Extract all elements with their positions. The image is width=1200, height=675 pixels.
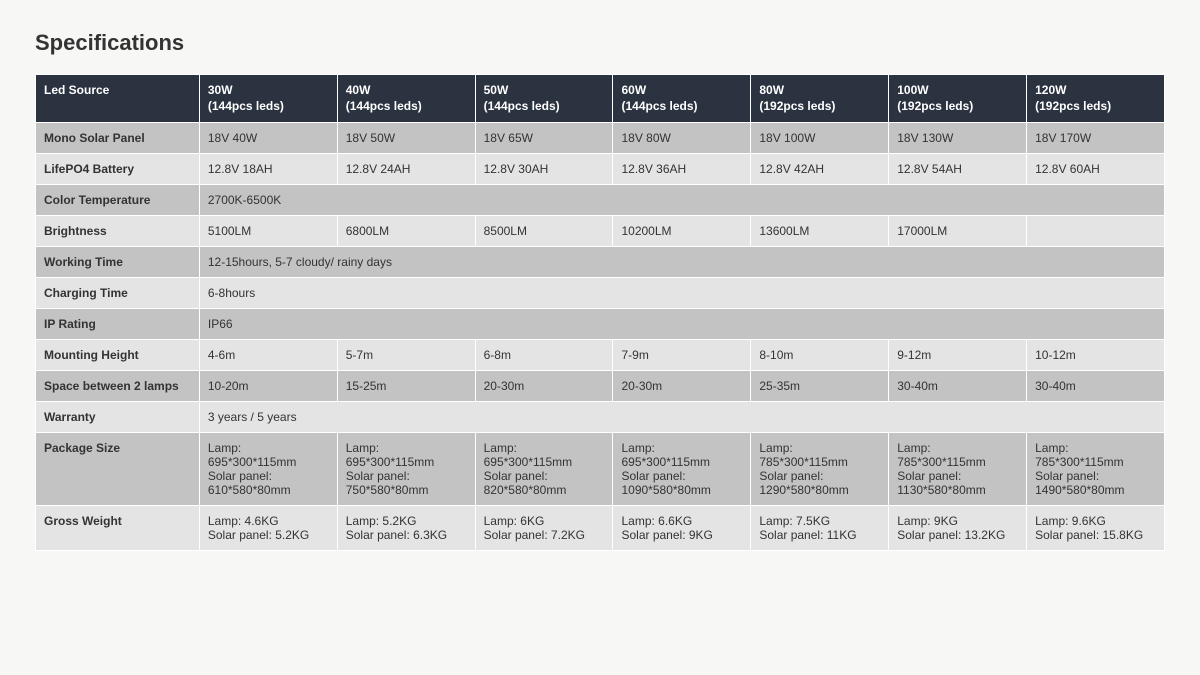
- row-cell: 5-7m: [337, 340, 475, 371]
- row-cell: 10-12m: [1027, 340, 1165, 371]
- row-cell: 17000LM: [889, 216, 1027, 247]
- header-col: 120W(192pcs leds): [1027, 75, 1165, 123]
- row-cell: Lamp: 695*300*115mmSolar panel: 610*580*…: [199, 433, 337, 506]
- row-cell: 6-8m: [475, 340, 613, 371]
- row-cell: 12.8V 18AH: [199, 154, 337, 185]
- row-cell: 4-6m: [199, 340, 337, 371]
- row-label: Warranty: [36, 402, 200, 433]
- header-col: 50W(144pcs leds): [475, 75, 613, 123]
- table-row: LifePO4 Battery12.8V 18AH12.8V 24AH12.8V…: [36, 154, 1165, 185]
- row-cell: 18V 65W: [475, 123, 613, 154]
- row-cell: Lamp: 785*300*115mmSolar panel: 1130*580…: [889, 433, 1027, 506]
- row-cell: Lamp: 6.6KGSolar panel: 9KG: [613, 506, 751, 551]
- header-col: 80W(192pcs leds): [751, 75, 889, 123]
- row-cell: 12.8V 42AH: [751, 154, 889, 185]
- row-cell: 12.8V 36AH: [613, 154, 751, 185]
- row-cell: 7-9m: [613, 340, 751, 371]
- row-cell: Lamp: 9KGSolar panel: 13.2KG: [889, 506, 1027, 551]
- row-cell: 5100LM: [199, 216, 337, 247]
- table-row: Warranty3 years / 5 years: [36, 402, 1165, 433]
- row-cell: 25-35m: [751, 371, 889, 402]
- row-merged-value: 2700K-6500K: [199, 185, 1164, 216]
- row-cell: Lamp: 785*300*115mmSolar panel: 1290*580…: [751, 433, 889, 506]
- row-cell: 10-20m: [199, 371, 337, 402]
- row-label: Brightness: [36, 216, 200, 247]
- row-cell: 12.8V 30AH: [475, 154, 613, 185]
- specifications-table: Led Source30W(144pcs leds)40W(144pcs led…: [35, 74, 1165, 551]
- table-row: Color Temperature2700K-6500K: [36, 185, 1165, 216]
- row-cell: 18V 80W: [613, 123, 751, 154]
- row-cell: 15-25m: [337, 371, 475, 402]
- header-col: 30W(144pcs leds): [199, 75, 337, 123]
- row-cell: 30-40m: [889, 371, 1027, 402]
- table-row: Package SizeLamp: 695*300*115mmSolar pan…: [36, 433, 1165, 506]
- row-label: Mounting Height: [36, 340, 200, 371]
- row-cell: Lamp: 785*300*115mmSolar panel: 1490*580…: [1027, 433, 1165, 506]
- row-label: LifePO4 Battery: [36, 154, 200, 185]
- table-row: Space between 2 lamps10-20m15-25m20-30m2…: [36, 371, 1165, 402]
- header-col: 40W(144pcs leds): [337, 75, 475, 123]
- row-cell: 12.8V 54AH: [889, 154, 1027, 185]
- row-merged-value: 3 years / 5 years: [199, 402, 1164, 433]
- row-label: Mono Solar Panel: [36, 123, 200, 154]
- row-cell: 20-30m: [475, 371, 613, 402]
- page-title: Specifications: [35, 30, 1165, 56]
- row-cell: 30-40m: [1027, 371, 1165, 402]
- row-cell: 18V 40W: [199, 123, 337, 154]
- row-cell: 18V 170W: [1027, 123, 1165, 154]
- table-row: Working Time12-15hours, 5-7 cloudy/ rain…: [36, 247, 1165, 278]
- row-cell: 20-30m: [613, 371, 751, 402]
- table-row: Charging Time6-8hours: [36, 278, 1165, 309]
- row-cell: 18V 50W: [337, 123, 475, 154]
- row-cell: [1027, 216, 1165, 247]
- row-label: Gross Weight: [36, 506, 200, 551]
- row-cell: Lamp: 4.6KGSolar panel: 5.2KG: [199, 506, 337, 551]
- row-merged-value: 6-8hours: [199, 278, 1164, 309]
- table-header: Led Source30W(144pcs leds)40W(144pcs led…: [36, 75, 1165, 123]
- table-row: Mono Solar Panel18V 40W18V 50W18V 65W18V…: [36, 123, 1165, 154]
- row-label: Charging Time: [36, 278, 200, 309]
- row-cell: Lamp: 6KGSolar panel: 7.2KG: [475, 506, 613, 551]
- row-cell: 10200LM: [613, 216, 751, 247]
- row-cell: Lamp: 5.2KGSolar panel: 6.3KG: [337, 506, 475, 551]
- row-merged-value: 12-15hours, 5-7 cloudy/ rainy days: [199, 247, 1164, 278]
- row-label: Space between 2 lamps: [36, 371, 200, 402]
- row-cell: Lamp: 695*300*115mmSolar panel: 750*580*…: [337, 433, 475, 506]
- row-cell: Lamp: 695*300*115mmSolar panel: 820*580*…: [475, 433, 613, 506]
- row-cell: 12.8V 60AH: [1027, 154, 1165, 185]
- table-body: Mono Solar Panel18V 40W18V 50W18V 65W18V…: [36, 123, 1165, 551]
- row-cell: 8500LM: [475, 216, 613, 247]
- row-label: IP Rating: [36, 309, 200, 340]
- row-cell: Lamp: 695*300*115mmSolar panel: 1090*580…: [613, 433, 751, 506]
- table-row: IP RatingIP66: [36, 309, 1165, 340]
- table-row: Mounting Height4-6m5-7m6-8m7-9m8-10m9-12…: [36, 340, 1165, 371]
- row-label: Color Temperature: [36, 185, 200, 216]
- table-row: Gross WeightLamp: 4.6KGSolar panel: 5.2K…: [36, 506, 1165, 551]
- row-cell: 18V 130W: [889, 123, 1027, 154]
- row-cell: 8-10m: [751, 340, 889, 371]
- header-col: 100W(192pcs leds): [889, 75, 1027, 123]
- row-merged-value: IP66: [199, 309, 1164, 340]
- row-cell: 6800LM: [337, 216, 475, 247]
- row-cell: Lamp: 7.5KGSolar panel: 11KG: [751, 506, 889, 551]
- row-label: Working Time: [36, 247, 200, 278]
- row-cell: 18V 100W: [751, 123, 889, 154]
- row-cell: 13600LM: [751, 216, 889, 247]
- table-row: Brightness5100LM6800LM8500LM10200LM13600…: [36, 216, 1165, 247]
- row-cell: 12.8V 24AH: [337, 154, 475, 185]
- header-label: Led Source: [36, 75, 200, 123]
- row-cell: Lamp: 9.6KGSolar panel: 15.8KG: [1027, 506, 1165, 551]
- row-label: Package Size: [36, 433, 200, 506]
- row-cell: 9-12m: [889, 340, 1027, 371]
- header-col: 60W(144pcs leds): [613, 75, 751, 123]
